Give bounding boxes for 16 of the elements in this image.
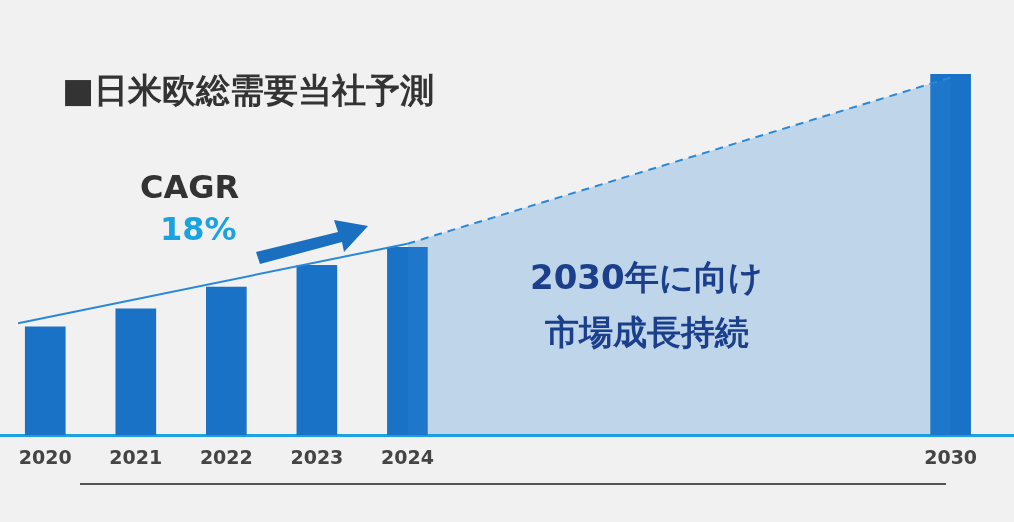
chart-title: ■日米欧総需要当社予測 — [62, 69, 435, 112]
x-tick-label: 2020 — [18, 445, 72, 468]
x-tick-label: 2030 — [924, 445, 978, 468]
annotation: 市場成長持続 — [545, 311, 749, 354]
x-tick-label: 2024 — [380, 445, 434, 468]
annotation: CAGR — [140, 168, 240, 206]
bar — [387, 247, 428, 436]
x-tick-label: 2021 — [109, 445, 163, 468]
bar — [206, 286, 247, 436]
bar — [930, 74, 971, 436]
bar — [24, 326, 66, 436]
annotation: 18% — [160, 210, 237, 248]
annotation: 2030年に向け — [530, 256, 763, 299]
x-tick-label: 2022 — [199, 445, 253, 468]
x-tick-label: 2023 — [290, 445, 344, 468]
bar — [115, 308, 157, 436]
